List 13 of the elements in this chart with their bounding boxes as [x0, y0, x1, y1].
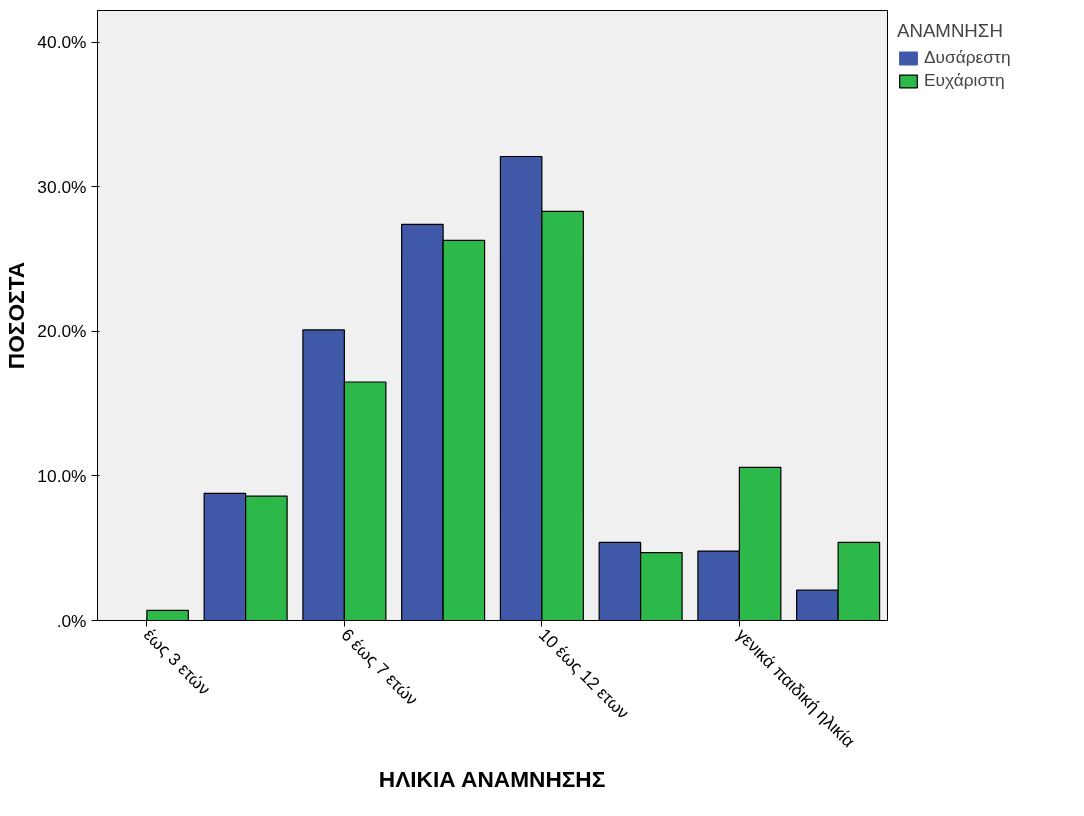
y-tick-label: 10.0%: [37, 465, 87, 486]
y-tick-label: 30.0%: [37, 176, 87, 197]
legend-label: Ευχάριστη: [924, 70, 1005, 91]
y-tick-label: 40.0%: [37, 32, 87, 53]
y-axis-title: ΠΟΣΟΣΤΑ: [3, 261, 30, 370]
legend-title: ΑΝΑΜΝΗΣΗ: [897, 20, 1004, 42]
x-tick-label: 6 έως 7 ετών: [337, 624, 423, 710]
x-tick-label: έως 3 ετών: [139, 624, 215, 699]
x-axis-title: ΗΛΙΚΙΑ ΑΝΑΜΝΗΣΗΣ: [378, 766, 606, 793]
y-tick-label: 20.0%: [37, 321, 87, 342]
x-tick-label: 10 έως 12 ετων: [534, 624, 634, 723]
y-tick-label: .0%: [56, 610, 87, 631]
legend-label: Δυσάρεστη: [924, 47, 1011, 68]
